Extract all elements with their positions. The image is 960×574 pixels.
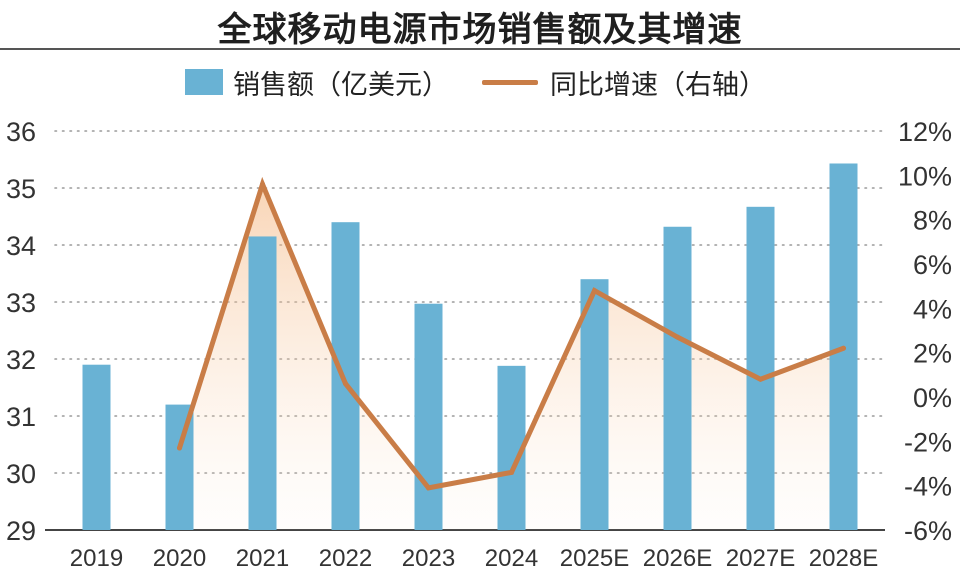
y-left-tick-label: 30 [6, 459, 36, 489]
sales-bar [82, 364, 111, 530]
x-tick-label: 2026E [643, 545, 712, 572]
growth-point [426, 485, 431, 491]
y-right-tick-label: 4% [913, 294, 952, 324]
sales-bar [663, 226, 692, 530]
x-tick-label: 2027E [726, 545, 795, 572]
growth-point [841, 345, 846, 351]
x-tick-label: 2021 [236, 545, 289, 572]
y-left-tick-label: 31 [6, 402, 36, 432]
growth-point [758, 376, 763, 382]
y-right-tick-label: 10% [898, 161, 952, 191]
sales-bar [331, 222, 360, 530]
legend-bar-swatch [185, 69, 223, 95]
sales-bar [414, 303, 443, 530]
sales-bar [248, 236, 277, 530]
growth-point [343, 381, 348, 387]
x-tick-label: 2024 [485, 545, 538, 572]
y-right-tick-label: -6% [904, 516, 952, 546]
x-tick-label: 2025E [560, 545, 629, 572]
y-right-tick-label: 0% [913, 383, 952, 413]
y-right-tick-label: -2% [904, 427, 952, 457]
x-tick-label: 2022 [319, 545, 372, 572]
sales-bar [580, 279, 609, 530]
growth-point [509, 469, 514, 475]
y-left-tick-label: 29 [6, 516, 36, 546]
legend: 销售额（亿美元） 同比增速（右轴） [0, 60, 960, 104]
x-tick-label: 2020 [153, 545, 206, 572]
legend-line-swatch [482, 79, 538, 85]
growth-point [177, 445, 182, 451]
x-tick-label: 2019 [70, 545, 123, 572]
legend-label-sales: 销售额（亿美元） [233, 69, 449, 101]
x-tick-label: 2028E [809, 545, 878, 572]
legend-item-growth: 同比增速（右轴） [482, 60, 766, 104]
y-right-tick-label: 6% [913, 250, 952, 280]
y-right-tick-label: -4% [904, 472, 952, 502]
sales-bar [746, 206, 775, 530]
growth-point [675, 334, 680, 340]
legend-label-growth: 同比增速（右轴） [550, 69, 766, 101]
y-left-tick-label: 35 [6, 174, 36, 204]
growth-point [592, 288, 597, 294]
growth-point [260, 181, 265, 187]
y-right-tick-label: 8% [913, 206, 952, 236]
y-right-tick-label: 12% [898, 117, 952, 147]
y-left-tick-label: 33 [6, 288, 36, 318]
legend-item-sales: 销售额（亿美元） [185, 60, 449, 104]
x-tick-label: 2023 [402, 545, 455, 572]
y-left-tick-label: 34 [6, 231, 36, 261]
chart-title: 全球移动电源市场销售额及其增速 [217, 10, 743, 50]
y-left-tick-label: 32 [6, 345, 36, 375]
y-left-tick-label: 36 [6, 117, 36, 147]
title-divider [0, 48, 960, 50]
y-right-tick-label: 2% [913, 339, 952, 369]
